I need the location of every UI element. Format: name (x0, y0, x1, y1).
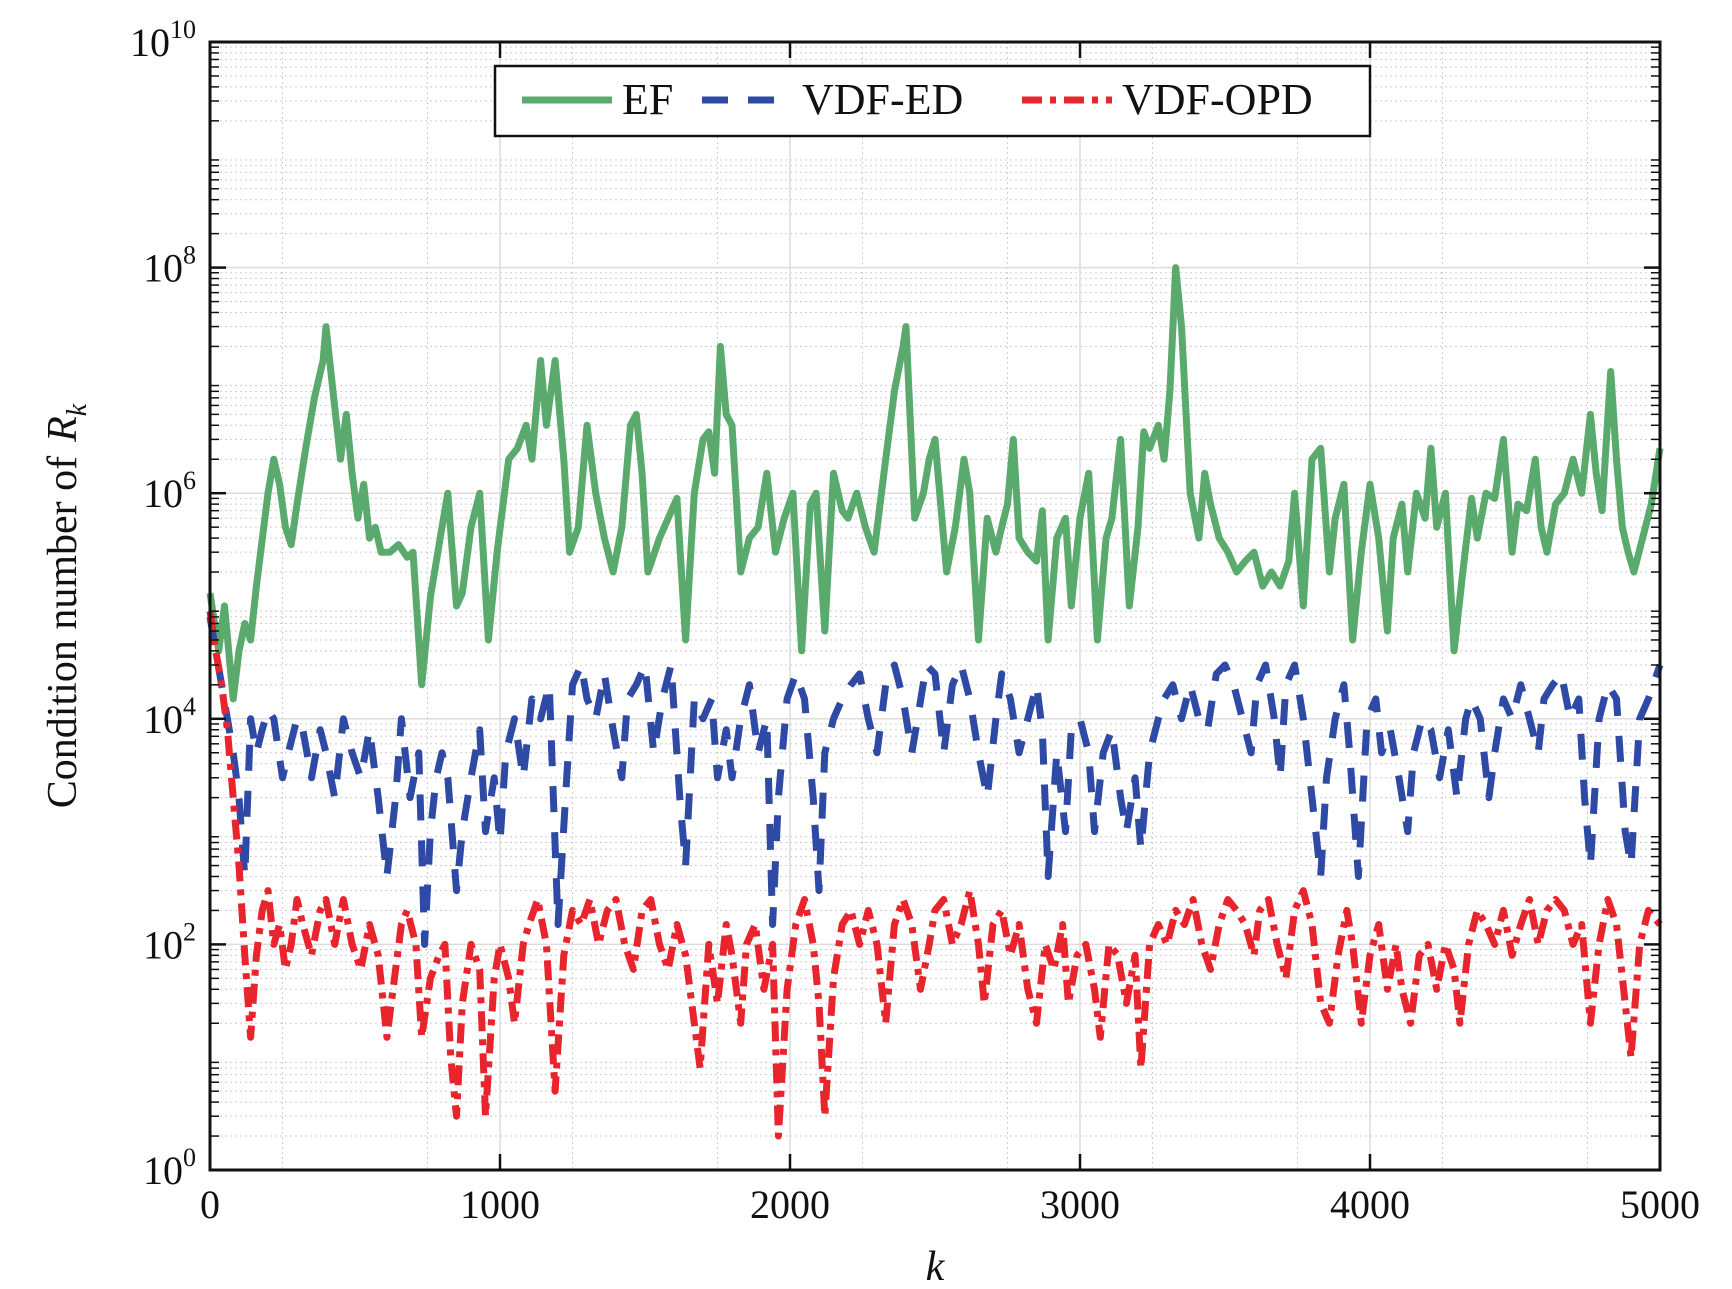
series-layer (206, 264, 1664, 1140)
y-tick-base: 10 (143, 246, 183, 291)
tick-marks (208, 40, 1662, 1172)
y-tick-base: 10 (143, 697, 183, 742)
y-tick-exponent: 10 (170, 15, 196, 44)
y-tick-base: 10 (143, 471, 183, 516)
legend-label-vdf-opd: VDF-OPD (1122, 75, 1313, 124)
y-tick-label: 1010 (130, 15, 196, 65)
series-line-vdf-ed (206, 616, 1664, 948)
x-tick-label: 3000 (1040, 1182, 1120, 1227)
legend-label-vdf-ed: VDF-ED (802, 75, 963, 124)
y-axis-title-symbol: R (40, 416, 86, 443)
grid-minor (210, 42, 1660, 1170)
y-tick-exponent: 8 (183, 241, 196, 270)
y-tick-label: 102 (143, 917, 196, 967)
y-tick-base: 10 (130, 20, 170, 65)
legend: EF VDF-ED VDF-OPD (493, 64, 1372, 138)
y-tick-base: 10 (143, 1148, 183, 1193)
x-tick-labels: 0 1000 2000 3000 4000 5000 (200, 1182, 1700, 1227)
plot-frame (208, 40, 1662, 1172)
y-tick-exponent: 2 (183, 917, 196, 946)
x-tick-label: 2000 (750, 1182, 830, 1227)
y-tick-exponent: 4 (183, 692, 196, 721)
y-tick-label: 106 (143, 466, 196, 516)
series-line-ef (206, 264, 1664, 703)
y-tick-label: 104 (143, 692, 196, 742)
x-axis-title: k (926, 1244, 946, 1289)
x-tick-label: 1000 (460, 1182, 540, 1227)
y-tick-label: 108 (143, 241, 196, 291)
x-tick-label: 4000 (1330, 1182, 1410, 1227)
x-tick-label: 0 (200, 1182, 220, 1227)
legend-box (493, 64, 1372, 138)
x-tick-label: 5000 (1620, 1182, 1700, 1227)
legend-label-ef: EF (622, 75, 673, 124)
y-tick-label: 100 (143, 1143, 196, 1193)
series-line-vdf-opd (206, 610, 1663, 1140)
y-axis-title-text: Condition number of (40, 456, 86, 808)
y-axis-title: Condition number of Rk (40, 403, 93, 808)
y-axis-title-subscript: k (62, 403, 93, 416)
y-tick-exponent: 0 (183, 1143, 196, 1172)
y-tick-exponent: 6 (183, 466, 196, 495)
y-tick-base: 10 (143, 922, 183, 967)
